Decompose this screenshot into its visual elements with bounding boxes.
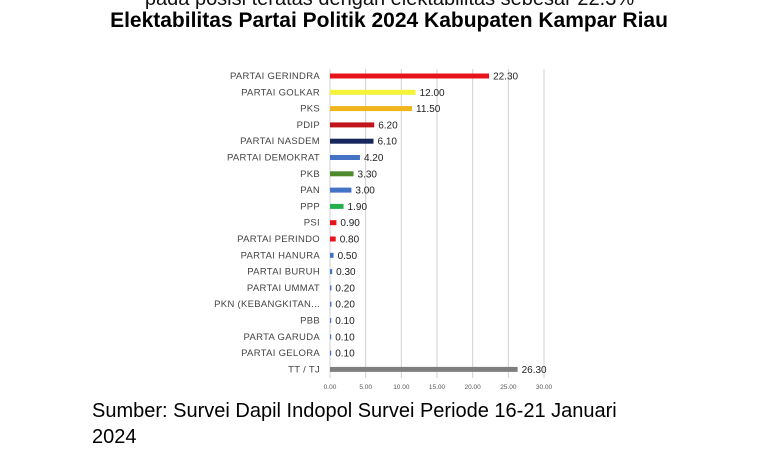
x-tick-label: 0.00: [324, 384, 337, 391]
source-note: Sumber: Survei Dapil Indopol Survei Peri…: [92, 400, 617, 448]
bar: [330, 106, 413, 112]
category-label: PARTAI GERINDRA: [230, 71, 320, 82]
value-label: 3.30: [358, 169, 378, 180]
value-label: 0.30: [336, 267, 356, 278]
category-label: PARTAI HANURA: [241, 250, 321, 261]
category-label: PARTAI GELORA: [241, 348, 320, 359]
bar: [330, 366, 518, 372]
category-label: PARTAI UMMAT: [247, 283, 320, 294]
category-label: PKN (KEBANGKITAN...: [214, 299, 320, 310]
value-label: 6.10: [378, 137, 398, 148]
category-label: PKS: [300, 104, 320, 115]
category-label: PARTA GARUDA: [244, 332, 321, 343]
category-label: PPP: [300, 201, 320, 212]
value-labels: 22.30 12.00 11.50 6.20 6.10 4.20 3.30 3.00 1.90 0…: [335, 72, 547, 376]
value-label: 0.10: [335, 316, 355, 327]
category-label: PKB: [300, 169, 320, 180]
category-label: PDIP: [297, 120, 320, 131]
x-tick-label: 10.00: [393, 384, 410, 391]
category-label: PARTAI NASDEM: [240, 136, 320, 147]
value-label: 0.20: [335, 300, 355, 311]
value-label: 11.50: [416, 104, 441, 115]
bar-chart: PARTAI GERINDRA PARTAI GOLKAR PKS PDIP PARTA…: [214, 69, 553, 391]
value-label: 0.90: [340, 218, 360, 229]
category-label: PSI: [304, 218, 320, 229]
x-axis-ticks: 0.00 5.00 10.00 15.00 20.00 25.00 30.00: [324, 384, 553, 391]
bars: [330, 73, 518, 372]
value-label: 1.90: [348, 202, 368, 213]
bar: [330, 350, 332, 356]
x-tick-label: 5.00: [359, 384, 372, 391]
category-label: PARTAI PERINDO: [237, 234, 320, 245]
bar: [330, 187, 352, 193]
value-label: 3.00: [355, 186, 375, 197]
bar: [330, 73, 490, 79]
category-label: PARTAI DEMOKRAT: [227, 153, 320, 164]
category-label: TT / TJ: [288, 364, 320, 375]
bar: [330, 155, 360, 160]
bar: [330, 171, 354, 177]
x-tick-label: 15.00: [429, 384, 446, 391]
value-label: 0.80: [340, 235, 360, 246]
category-label: PARTAI BURUH: [247, 267, 320, 278]
value-label: 0.20: [335, 283, 355, 294]
value-label: 0.50: [338, 251, 358, 262]
value-label: 26.30: [522, 365, 547, 376]
value-label: 4.20: [364, 153, 384, 164]
x-tick-label: 30.00: [536, 384, 553, 391]
bar: [330, 203, 344, 209]
cut-off-text: pada posisi teratas dengan elektabilitas…: [0, 0, 779, 11]
category-labels: PARTAI GERINDRA PARTAI GOLKAR PKS PDIP PARTA…: [214, 71, 320, 375]
bar: [330, 236, 336, 242]
bar: [330, 138, 374, 144]
category-label: PAN: [300, 185, 320, 196]
bar: [330, 89, 416, 95]
chart-title: Elektabilitas Partai Politik 2024 Kabupa…: [110, 9, 668, 32]
bar: [330, 252, 334, 258]
grid-lines: [329, 69, 545, 378]
value-label: 6.20: [378, 120, 398, 131]
value-label: 0.10: [335, 332, 355, 343]
bar: [330, 285, 332, 291]
bar: [330, 334, 332, 340]
value-label: 0.10: [335, 349, 355, 360]
category-label: PARTAI GOLKAR: [241, 87, 320, 98]
bar: [330, 220, 337, 226]
value-label: 22.30: [493, 72, 518, 83]
value-label: 12.00: [420, 88, 445, 99]
bar: [330, 318, 332, 323]
bar: [330, 269, 333, 275]
bar: [330, 122, 375, 128]
bar: [330, 301, 332, 307]
category-label: PBB: [300, 316, 320, 327]
x-tick-label: 20.00: [465, 384, 482, 391]
x-tick-label: 25.00: [500, 384, 517, 391]
